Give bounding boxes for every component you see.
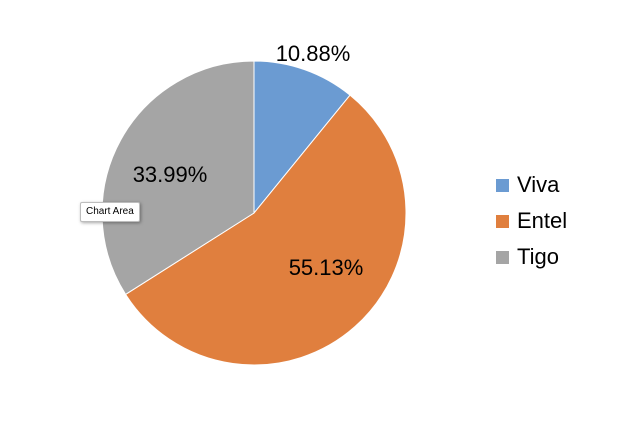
- legend: Viva Entel Tigo: [496, 167, 636, 275]
- pie-slice-tigo[interactable]: [101, 60, 255, 296]
- data-label-entel: 55.13%: [289, 255, 364, 280]
- chart-area-tooltip: Chart Area: [80, 202, 140, 222]
- pie-slice-entel[interactable]: [124, 94, 407, 366]
- legend-item-tigo: Tigo: [496, 239, 636, 275]
- data-label-tigo: 33.99%: [133, 162, 208, 187]
- legend-item-viva: Viva: [496, 167, 636, 203]
- legend-label-tigo: Tigo: [517, 244, 559, 269]
- legend-swatch-entel: [496, 214, 509, 228]
- legend-swatch-tigo: [496, 250, 509, 264]
- legend-item-entel: Entel: [496, 203, 636, 239]
- data-label-viva: 10.88%: [276, 41, 351, 66]
- pie-slice-viva[interactable]: [253, 60, 351, 215]
- legend-label-viva: Viva: [517, 172, 560, 197]
- legend-label-entel: Entel: [517, 208, 568, 233]
- legend-swatch-viva: [496, 178, 509, 192]
